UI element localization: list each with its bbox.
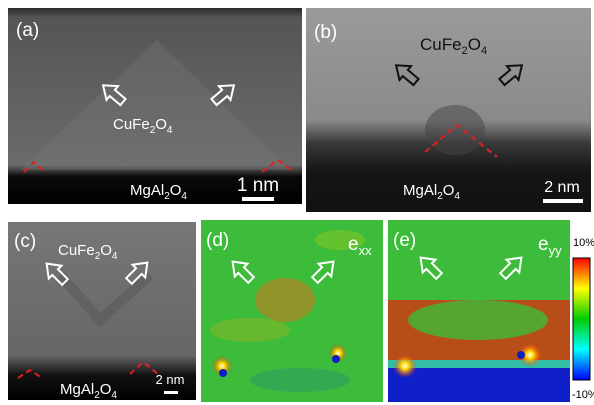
t: 4: [167, 125, 173, 136]
coldspot: [332, 355, 340, 363]
t: CuFe: [420, 35, 462, 54]
t: 4: [181, 191, 187, 202]
scale-bar-label: 2 nm: [544, 179, 580, 196]
blob: [408, 300, 548, 340]
scale-bar: [164, 391, 178, 394]
t: O: [155, 116, 167, 133]
scale-bar-label: 2 nm: [156, 372, 185, 387]
band: [388, 368, 570, 402]
panel-label: (d): [206, 230, 229, 251]
t: 4: [454, 191, 460, 202]
t: O: [170, 182, 182, 199]
panel-label: (e): [393, 230, 416, 251]
colorbar-min: -10%: [572, 389, 594, 401]
panel-d: (d) exx: [201, 220, 383, 402]
t: O: [100, 381, 112, 398]
scale-bar-label: 1 nm: [237, 175, 279, 196]
panel-label: (b): [314, 22, 337, 43]
t: yy: [549, 243, 563, 258]
t: O: [100, 242, 112, 259]
panel-a: (a) CuFe2O4 MgAl2O4 1 nm: [8, 8, 302, 204]
t: CuFe: [113, 116, 150, 133]
t: xx: [359, 243, 373, 258]
colorbar-scale: [573, 258, 590, 380]
t: O: [443, 182, 455, 199]
blob: [210, 318, 290, 342]
figure: (a) CuFe2O4 MgAl2O4 1 nm (b) CuFe2O4 MgA…: [0, 0, 594, 405]
core: [425, 105, 485, 155]
t: O: [468, 35, 481, 54]
t: e: [348, 234, 359, 255]
coldspot: [517, 351, 525, 359]
hotspot: [393, 354, 417, 378]
scale-bar: [242, 197, 274, 201]
blob: [255, 278, 315, 322]
t: CuFe: [58, 242, 95, 259]
t: e: [538, 234, 549, 255]
t: 4: [112, 251, 118, 262]
t: MgAl: [403, 182, 437, 199]
colorbar: 10% -10%: [572, 237, 594, 401]
colorbar-max: 10%: [573, 237, 594, 249]
panel-label: (a): [16, 20, 39, 41]
panel-label: (c): [14, 231, 36, 252]
panel-e: (e) eyy: [388, 220, 570, 402]
panel-c: (c) CuFe2O4 MgAl2O4 2 nm: [8, 222, 196, 401]
panel-b: (b) CuFe2O4 MgAl2O4 2 nm: [306, 8, 591, 212]
t: 4: [111, 390, 117, 401]
blob: [250, 368, 350, 392]
t: 4: [481, 45, 487, 57]
t: MgAl: [60, 381, 94, 398]
coldspot: [219, 369, 227, 377]
film-label: CuFe2O4: [420, 35, 487, 57]
t: MgAl: [130, 182, 164, 199]
scale-bar: [543, 199, 583, 203]
